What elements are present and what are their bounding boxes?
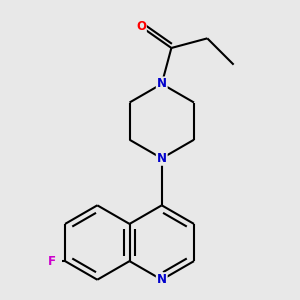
Text: N: N (157, 273, 167, 286)
Text: N: N (157, 152, 167, 165)
Text: N: N (157, 77, 167, 90)
Text: O: O (136, 20, 146, 33)
Text: F: F (48, 255, 56, 268)
